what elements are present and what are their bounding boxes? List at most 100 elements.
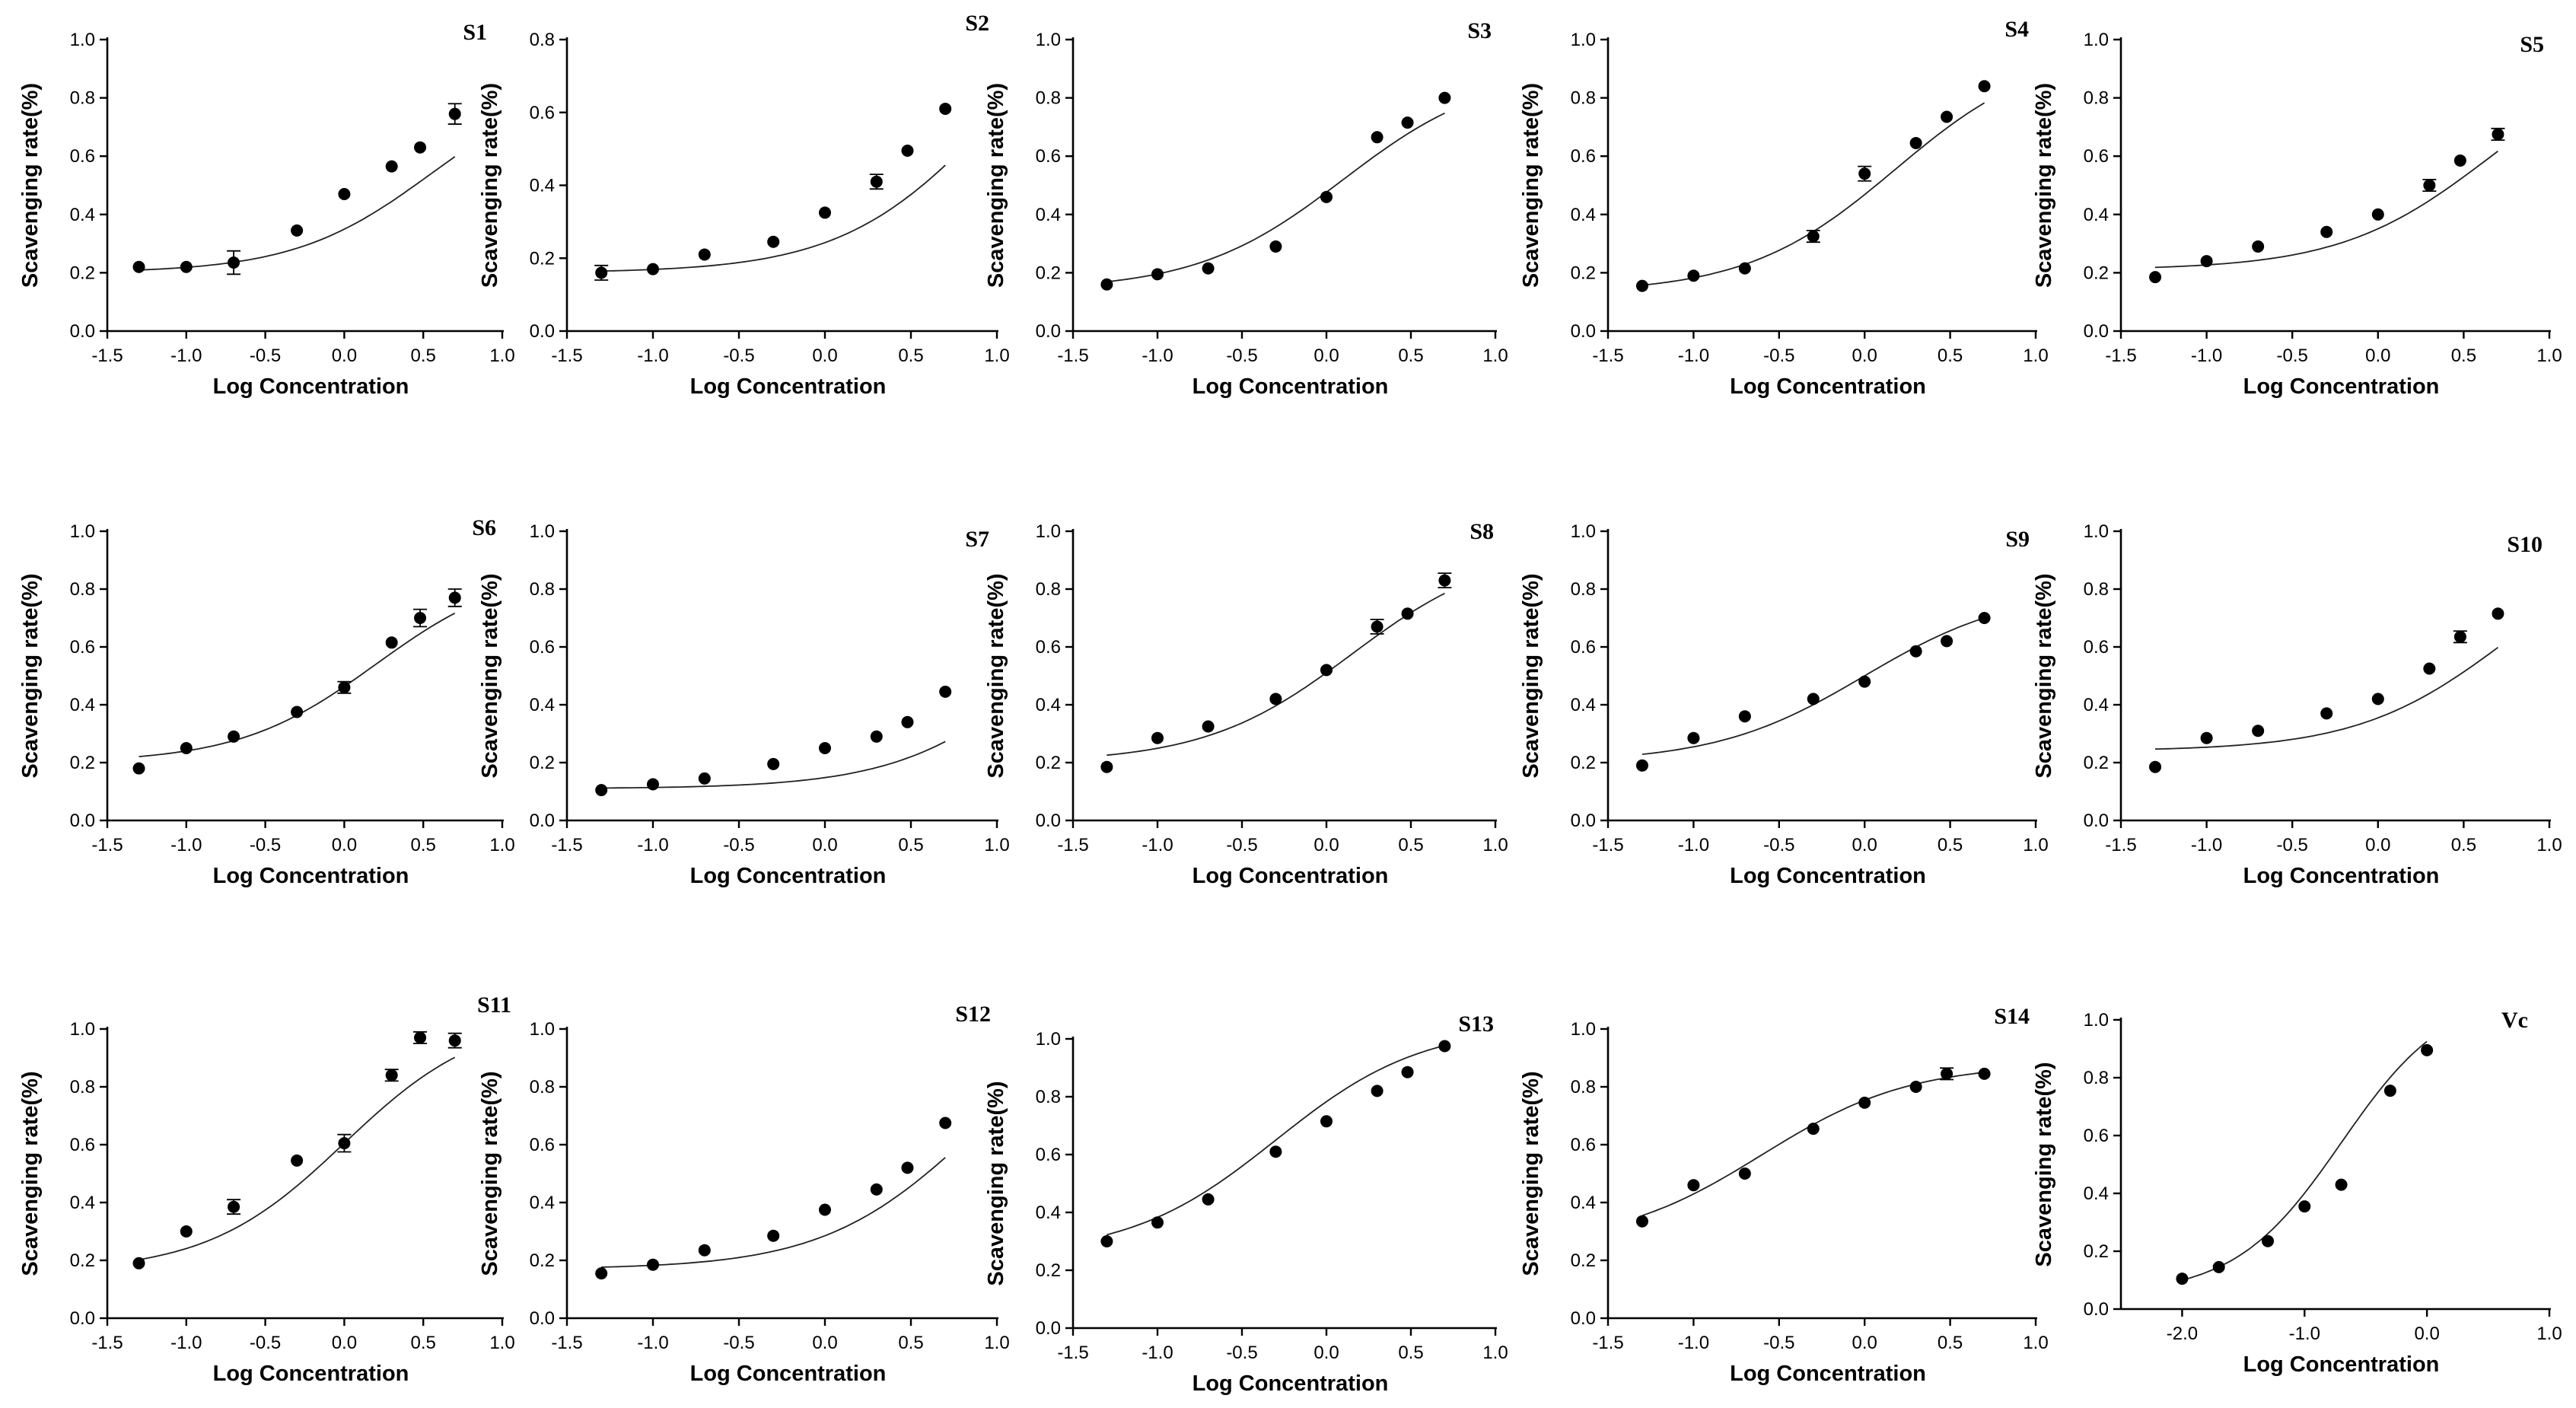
- x-tick-label: -0.5: [1763, 346, 1794, 366]
- data-point: [228, 1201, 240, 1213]
- data-point: [819, 206, 831, 218]
- y-axis-label: Scavenging rate(%): [478, 1071, 502, 1276]
- x-tick-label: 0.0: [332, 1333, 357, 1353]
- x-tick-label: 1.0: [984, 346, 1009, 366]
- chart-panel-s9: 0.0 0.2 0.4 0.6 0.8 1.0 -1.5 -1.0 -0.5 0.0 0.5 1.0 L…: [1519, 521, 2049, 888]
- panel-title: S8: [1469, 519, 1494, 544]
- y-tick-label: 0.2: [70, 753, 95, 773]
- data-point: [2213, 1261, 2225, 1273]
- x-tick-label: 0.0: [1313, 346, 1339, 366]
- y-tick-label: 1.0: [1036, 521, 1061, 542]
- x-tick-label: -0.5: [1226, 1343, 1257, 1363]
- data-point: [939, 1117, 951, 1129]
- x-tick-label: -2.0: [2167, 1324, 2198, 1344]
- data-point: [595, 1267, 607, 1279]
- data-point: [228, 731, 240, 743]
- data-point: [699, 1244, 711, 1257]
- data-point: [767, 1230, 779, 1242]
- y-tick-label: 0.0: [2084, 321, 2109, 342]
- data-point: [939, 103, 951, 115]
- x-tick-label: -1.0: [637, 835, 668, 855]
- y-axis-label: Scavenging rate(%): [2032, 1062, 2056, 1266]
- y-tick-label: 0.2: [70, 1250, 95, 1271]
- x-tick-label: 0.5: [411, 346, 436, 366]
- y-tick-label: 0.4: [70, 695, 95, 715]
- data-point: [1739, 263, 1751, 275]
- x-tick-label: 0.0: [1313, 1343, 1339, 1363]
- data-point: [1941, 1068, 1953, 1080]
- x-tick-label: -1.0: [170, 1333, 202, 1353]
- fit-curve: [1107, 1046, 1444, 1235]
- data-point: [1202, 263, 1215, 275]
- x-tick-label: -0.5: [1763, 835, 1794, 855]
- data-point: [1100, 1235, 1113, 1247]
- fit-curve: [601, 1158, 945, 1267]
- chart-panel-s1: 0.0 0.2 0.4 0.6 0.8 1.0 -1.5 -1.0 -0.5 0.0 0.5 1.0 L…: [18, 20, 515, 399]
- x-tick-label: -0.5: [2277, 346, 2308, 366]
- x-axis-label: Log Concentration: [1192, 374, 1389, 399]
- x-tick-label: -0.5: [250, 835, 281, 855]
- x-axis-label: Log Concentration: [1192, 1371, 1389, 1396]
- y-tick-label: 0.0: [70, 321, 95, 342]
- y-tick-label: 0.2: [1571, 263, 1596, 283]
- data-point: [647, 263, 659, 276]
- x-tick-label: -1.0: [170, 346, 202, 366]
- x-tick-label: 0.0: [332, 346, 357, 366]
- x-tick-label: 0.5: [1398, 835, 1423, 855]
- panel-title: S5: [2520, 32, 2544, 57]
- x-tick-label: 1.0: [1482, 346, 1508, 366]
- fit-curve: [1107, 113, 1444, 282]
- x-tick-label: -1.0: [1142, 1343, 1173, 1363]
- y-tick-label: 0.8: [70, 1077, 95, 1097]
- data-point: [133, 1257, 145, 1269]
- y-tick-label: 0.0: [1571, 321, 1596, 342]
- y-tick-label: 0.8: [530, 1077, 555, 1097]
- x-tick-label: 1.0: [2023, 835, 2048, 855]
- data-point: [939, 686, 951, 698]
- x-tick-label: 0.5: [898, 835, 923, 855]
- y-tick-label: 1.0: [2084, 1010, 2109, 1031]
- y-tick-label: 0.2: [2084, 753, 2109, 773]
- data-point: [901, 145, 913, 157]
- x-tick-label: -1.5: [551, 1333, 582, 1353]
- data-point: [2454, 154, 2466, 167]
- y-tick-label: 0.6: [70, 1135, 95, 1155]
- x-tick-label: -0.5: [723, 346, 754, 366]
- y-tick-label: 0.4: [1036, 205, 1061, 225]
- y-axis-label: Scavenging rate(%): [478, 83, 502, 288]
- x-tick-label: -0.5: [723, 835, 754, 855]
- x-axis-label: Log Concentration: [1192, 864, 1389, 888]
- data-point: [1910, 1081, 1922, 1093]
- x-tick-label: 0.5: [411, 835, 436, 855]
- chart-panel-s4: 0.0 0.2 0.4 0.6 0.8 1.0 -1.5 -1.0 -0.5 0.0 0.5 1.0 L…: [1519, 17, 2049, 399]
- data-point: [1151, 268, 1164, 280]
- data-point: [1202, 1193, 1215, 1206]
- data-point: [767, 236, 779, 248]
- x-tick-label: 0.5: [1398, 1343, 1423, 1363]
- fit-curve: [139, 613, 455, 757]
- x-tick-label: -0.5: [723, 1333, 754, 1353]
- data-point: [449, 591, 461, 604]
- x-tick-label: 1.0: [984, 835, 1009, 855]
- data-point: [2176, 1273, 2188, 1285]
- chart-panel-s3: 0.0 0.2 0.4 0.6 0.8 1.0 -1.5 -1.0 -0.5 0.0 0.5 1.0 L…: [984, 18, 1508, 399]
- data-point: [2320, 707, 2332, 719]
- data-point: [1858, 167, 1871, 180]
- x-tick-label: -1.5: [1057, 346, 1088, 366]
- data-point: [819, 742, 831, 754]
- data-point: [819, 1204, 831, 1216]
- fit-curve: [2182, 1041, 2427, 1280]
- y-tick-label: 0.0: [1571, 811, 1596, 831]
- y-tick-label: 0.2: [2084, 263, 2109, 283]
- chart-panel-s11: 0.00.20.40.60.81.0-1.5 -1.0 -0.5 0.0 0.5 1.0L…: [18, 992, 515, 1386]
- x-tick-label: 0.5: [2451, 835, 2476, 855]
- y-tick-label: 0.4: [530, 1193, 555, 1213]
- y-tick-label: 0.4: [70, 1193, 95, 1213]
- data-point: [1910, 137, 1922, 149]
- data-point: [1807, 231, 1820, 243]
- data-point: [1858, 1097, 1871, 1109]
- y-tick-label: 0.6: [530, 1135, 555, 1155]
- x-tick-label: -1.5: [91, 1333, 123, 1353]
- data-point: [1941, 635, 1953, 647]
- y-tick-label: 0.2: [530, 753, 555, 773]
